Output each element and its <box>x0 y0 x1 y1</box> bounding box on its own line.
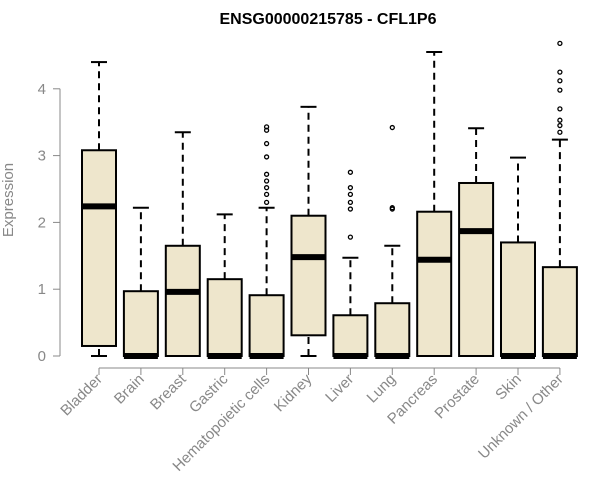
box-skin <box>500 156 536 359</box>
box-breast <box>164 131 201 357</box>
outlier-point <box>557 106 563 112</box>
outlier-point <box>263 178 270 184</box>
x-tick-label: Breast <box>147 370 190 413</box>
box-hematopoietic-cells <box>248 124 285 359</box>
box-kidney <box>290 105 327 357</box>
iqr-box <box>374 302 411 357</box>
x-tick-label: Bladder <box>57 371 106 420</box>
box-liver <box>332 169 369 359</box>
y-axis-label: Expression <box>0 163 17 237</box>
outlier-point <box>263 154 270 160</box>
outlier-point <box>557 69 563 75</box>
outlier-point <box>389 124 395 131</box>
outlier-point <box>557 122 563 129</box>
outlier-point <box>347 169 354 175</box>
box-lung <box>374 124 411 359</box>
outlier-point <box>263 127 270 133</box>
box-brain <box>122 206 159 359</box>
outlier-point <box>263 191 270 197</box>
box-unknown-other <box>541 40 578 359</box>
outlier-point <box>263 124 270 130</box>
outlier-point <box>263 199 270 206</box>
outlier-point <box>347 234 354 240</box>
box-bladder <box>81 61 117 357</box>
x-tick-label: Kidney <box>271 370 316 415</box>
iqr-box <box>206 278 243 357</box>
outlier-point <box>263 140 270 147</box>
iqr-box <box>500 241 536 357</box>
x-tick-label: Liver <box>322 371 357 406</box>
iqr-box <box>290 214 327 337</box>
outlier-point <box>557 78 563 84</box>
box-gastric <box>206 213 243 359</box>
iqr-box <box>458 181 495 357</box>
y-tick-label: 3 <box>38 148 46 165</box>
outlier-point <box>347 191 354 197</box>
iqr-box <box>248 294 285 358</box>
iqr-box <box>541 266 578 358</box>
box-prostate <box>458 127 495 357</box>
outlier-point <box>263 185 270 191</box>
outlier-point <box>557 129 563 135</box>
outlier-point <box>263 171 270 177</box>
iqr-box <box>81 149 117 347</box>
box-pancreas <box>416 51 453 357</box>
outlier-point <box>557 40 563 47</box>
y-tick-label: 4 <box>38 81 46 98</box>
x-tick-label: Skin <box>492 371 525 404</box>
outlier-point <box>557 87 563 93</box>
outlier-point <box>347 206 354 212</box>
x-tick-label: Brain <box>111 371 148 408</box>
outlier-point <box>389 205 395 211</box>
y-tick-label: 1 <box>38 281 46 298</box>
y-tick-label: 0 <box>38 348 46 365</box>
y-tick-label: 2 <box>38 214 46 231</box>
chart-title: ENSG00000215785 - CFL1P6 <box>219 11 436 28</box>
outlier-point <box>347 199 354 206</box>
outlier-point <box>557 117 563 123</box>
iqr-box <box>416 210 453 357</box>
iqr-box <box>332 314 369 358</box>
x-tick-label: Prostate <box>431 371 483 423</box>
x-tick-label: Lung <box>364 371 400 407</box>
iqr-box <box>122 290 159 358</box>
outlier-point <box>347 185 354 191</box>
box-series <box>81 40 578 359</box>
iqr-box <box>164 244 201 357</box>
y-axis: 0 1 2 3 4 <box>38 81 61 365</box>
